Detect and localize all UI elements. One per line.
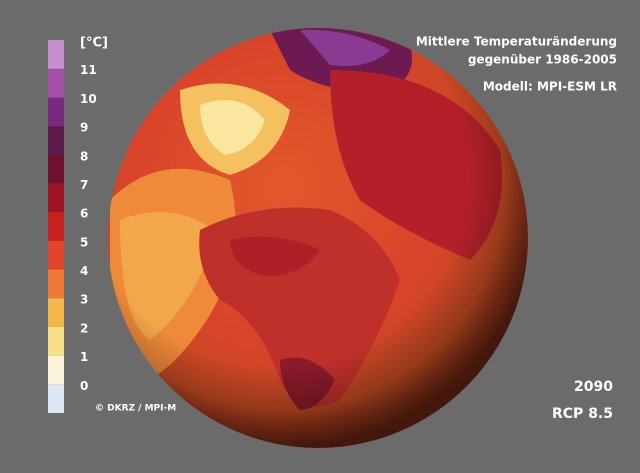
color-swatch (48, 68, 64, 98)
credit: © DKRZ / MPI-M (95, 404, 176, 414)
legend-unit: [°C] (80, 36, 108, 51)
legend-tick-label: 5 (80, 235, 88, 249)
legend-tick-label: 2 (80, 321, 88, 335)
scenario: RCP 8.5 (552, 406, 613, 422)
colorbar: 0 1 2 3 4 5 6 7 8 9 10 11 (48, 40, 97, 413)
globe (108, 28, 528, 448)
color-swatch (48, 97, 64, 127)
legend-tick-label: 8 (80, 149, 88, 163)
model-label: Modell: MPI-ESM LR (483, 80, 617, 94)
color-swatch (48, 355, 64, 385)
year: 2090 (574, 379, 613, 395)
legend-tick-label: 11 (80, 63, 97, 77)
legend-tick-label: 4 (80, 264, 88, 278)
title-line: gegenüber 1986-2005 (468, 53, 617, 67)
color-swatch (48, 298, 64, 327)
legend-tick-label: 3 (80, 293, 88, 307)
color-swatch (48, 183, 64, 213)
color-swatch (48, 240, 64, 270)
color-swatch (48, 126, 64, 155)
title-line: Mittlere Temperaturänderung (416, 35, 617, 49)
color-swatch (48, 269, 64, 299)
color-swatch (48, 154, 64, 184)
legend-tick-label: 0 (80, 379, 88, 393)
legend-tick-label: 1 (80, 350, 88, 364)
color-swatch (48, 40, 64, 69)
color-swatch (48, 326, 64, 356)
legend-tick-label: 10 (80, 92, 97, 106)
color-swatch (48, 384, 64, 413)
legend-tick-label: 7 (80, 178, 88, 192)
legend-tick-label: 9 (80, 121, 88, 135)
color-swatch (48, 212, 64, 241)
legend-tick-label: 6 (80, 207, 88, 221)
